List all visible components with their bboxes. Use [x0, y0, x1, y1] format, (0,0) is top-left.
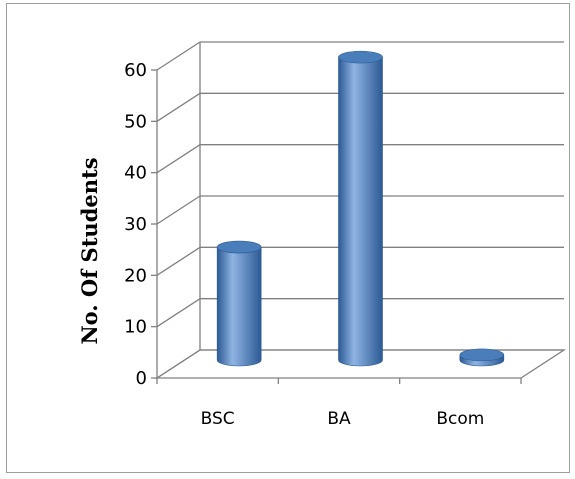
- gridline-side: [156, 298, 201, 328]
- gridline-side: [156, 92, 201, 122]
- bar-body: [338, 56, 383, 367]
- bar-ba: [338, 50, 383, 367]
- y-tick-label: 30: [124, 214, 147, 235]
- bars: [216, 50, 505, 367]
- x-tick-label: BSC: [201, 409, 235, 429]
- bar-top: [459, 348, 505, 362]
- y-tick-label: 0: [136, 368, 147, 389]
- y-tick-label: 60: [124, 60, 147, 81]
- gridline-side: [156, 349, 201, 379]
- y-tick-label: 10: [124, 317, 147, 338]
- bar-body: [216, 246, 262, 367]
- x-category-labels: BSC BA Bcom: [201, 409, 485, 429]
- axes: [151, 42, 522, 384]
- gridline-side: [156, 195, 201, 225]
- x-tick-label: Bcom: [436, 409, 484, 429]
- y-tick-label: 20: [124, 265, 147, 286]
- bar-bcom: [459, 348, 505, 367]
- bar-bsc: [216, 240, 262, 367]
- y-tick-label: 50: [124, 111, 147, 132]
- bar-top: [338, 50, 383, 64]
- gridline-side: [156, 246, 201, 276]
- chart-area: [6, 3, 570, 473]
- x-tick-label: BA: [327, 409, 351, 429]
- bar-top: [216, 240, 262, 254]
- gridline-side: [156, 144, 201, 174]
- y-axis-title: No. Of Students: [77, 157, 102, 344]
- y-tick-label: 40: [124, 163, 147, 184]
- gridline-side: [156, 41, 201, 71]
- y-tick-labels: 0 10 20 30 40 50 60: [124, 60, 147, 389]
